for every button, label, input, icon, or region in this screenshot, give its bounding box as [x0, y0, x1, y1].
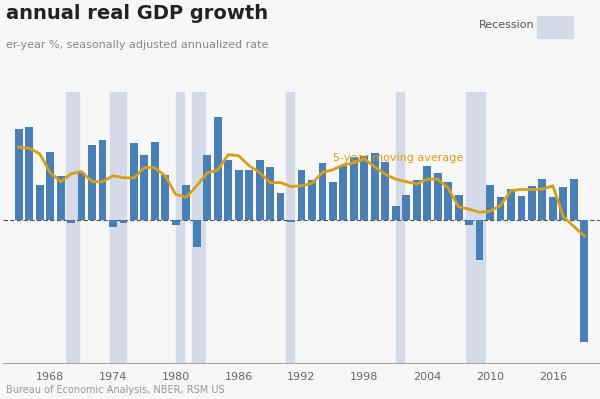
Bar [455, 195, 463, 220]
Bar [350, 158, 358, 220]
Bar [298, 170, 305, 220]
Bar [361, 156, 368, 220]
Bar [151, 142, 159, 220]
Bar [256, 160, 263, 220]
Text: er-year %, seasonally adjusted annualized rate: er-year %, seasonally adjusted annualize… [6, 40, 268, 50]
Bar [507, 189, 515, 220]
Bar [465, 220, 473, 225]
Bar [15, 129, 23, 220]
Bar [286, 92, 293, 363]
Bar [308, 180, 316, 220]
Bar [130, 143, 138, 220]
Bar [396, 92, 404, 363]
Bar [161, 175, 169, 220]
Bar [176, 92, 184, 363]
Bar [110, 92, 126, 363]
Bar [570, 179, 578, 220]
Bar [67, 220, 75, 223]
Text: Bureau of Economic Analysis, NBER, RSM US: Bureau of Economic Analysis, NBER, RSM U… [6, 385, 224, 395]
Bar [444, 182, 452, 220]
Bar [266, 168, 274, 220]
Text: 5-year moving average: 5-year moving average [333, 153, 463, 163]
Bar [528, 186, 536, 220]
Bar [77, 173, 85, 220]
Bar [172, 220, 180, 225]
Bar [518, 196, 526, 220]
Bar [203, 154, 211, 220]
Bar [119, 220, 127, 223]
Bar [235, 170, 242, 220]
Bar [549, 198, 557, 220]
Bar [434, 173, 442, 220]
Bar [340, 166, 347, 220]
Bar [382, 162, 389, 220]
Bar [329, 182, 337, 220]
Bar [476, 220, 484, 260]
Bar [56, 176, 65, 220]
Bar [66, 92, 79, 363]
Bar [403, 195, 410, 220]
Bar [25, 127, 33, 220]
Text: annual real GDP growth: annual real GDP growth [6, 4, 268, 23]
Bar [486, 185, 494, 220]
Bar [193, 220, 200, 247]
Bar [98, 140, 106, 220]
Bar [466, 92, 485, 363]
Bar [88, 144, 96, 220]
Bar [182, 185, 190, 220]
Bar [559, 188, 567, 220]
Bar [277, 193, 284, 220]
Bar [224, 160, 232, 220]
Bar [413, 180, 421, 220]
Bar [538, 179, 547, 220]
Bar [36, 185, 44, 220]
Bar [371, 153, 379, 220]
Bar [245, 170, 253, 220]
Bar [287, 220, 295, 222]
Bar [191, 92, 205, 363]
Bar [580, 220, 588, 342]
Bar [46, 152, 54, 220]
Bar [497, 198, 505, 220]
Bar [423, 166, 431, 220]
Bar [214, 117, 221, 220]
Bar [109, 220, 117, 227]
Bar [140, 154, 148, 220]
Text: Recession: Recession [478, 20, 534, 30]
Bar [319, 163, 326, 220]
Bar [392, 206, 400, 220]
